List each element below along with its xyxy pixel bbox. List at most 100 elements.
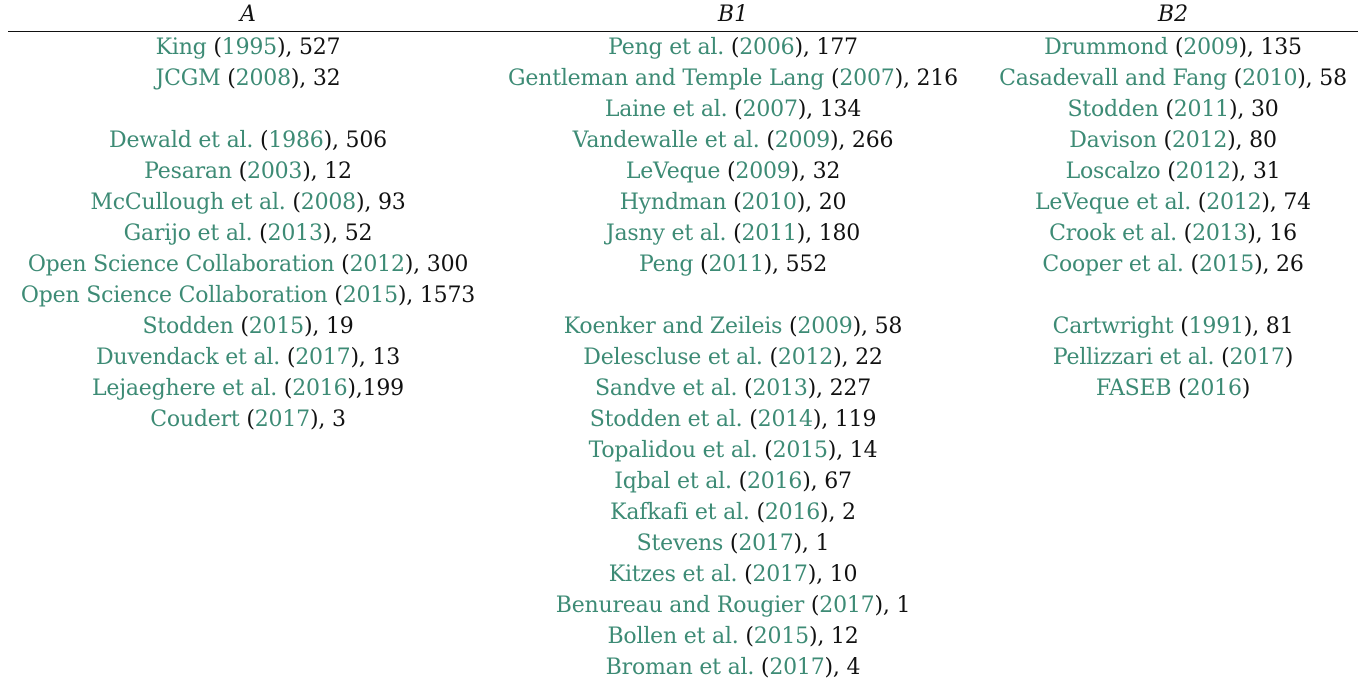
citation-author-link[interactable]: Cooper et al. (1042, 252, 1184, 277)
citation-author-link[interactable]: Dewald et al. (109, 128, 254, 153)
citation-author-link[interactable]: LeVeque (625, 159, 721, 184)
citation-year-link[interactable]: 2012 (777, 345, 834, 370)
citation-separator: , (358, 345, 373, 370)
citation-year-link[interactable]: 2011 (708, 252, 764, 277)
citation-year-link[interactable]: 2013 (1192, 221, 1248, 246)
citation-author-link[interactable]: JCGM (155, 66, 221, 91)
citation-author-link[interactable]: Loscalzo (1065, 159, 1161, 184)
citation-year-link[interactable]: 2015 (1198, 252, 1255, 277)
citation-year-link[interactable]: 2010 (741, 190, 797, 215)
citation-author-link[interactable]: Davison (1069, 128, 1157, 153)
citation-year-link[interactable]: 2013 (267, 221, 323, 246)
citation-year-link[interactable]: 2010 (1242, 66, 1298, 91)
citation-author-link[interactable]: Crook et al. (1049, 221, 1177, 246)
citation-year-link[interactable]: 2017 (254, 407, 310, 432)
citation-author-link[interactable]: Topalidou et al. (588, 438, 758, 463)
citation-count: 3 (331, 407, 346, 432)
citation-count: 20 (818, 190, 847, 215)
citation-author-link[interactable]: King (155, 35, 207, 60)
citation-author-link[interactable]: McCullough et al. (90, 190, 286, 215)
citation-author-link[interactable]: Sandve et al. (594, 376, 738, 401)
citation-separator: , (802, 35, 817, 60)
citation-author-link[interactable]: Pesaran (144, 159, 232, 184)
citation-author-link[interactable]: Gentleman and Temple Lang (508, 66, 825, 91)
citation-year-link[interactable]: 2007 (839, 66, 895, 91)
citation-author-link[interactable]: Stodden (142, 314, 234, 339)
citation-year-link[interactable]: 2009 (797, 314, 853, 339)
citation-year-link[interactable]: 1986 (268, 128, 324, 153)
citation-author-link[interactable]: Coudert (150, 407, 240, 432)
citation-author-link[interactable]: Lejaeghere et al. (92, 376, 277, 401)
citation-year-link[interactable]: 2012 (349, 252, 405, 277)
citation-year-link[interactable]: 2011 (741, 221, 797, 246)
citation-year-link[interactable]: 2016 (764, 500, 821, 525)
citation-author-link[interactable]: Stodden (1067, 97, 1159, 122)
citation-year-link[interactable]: 2016 (747, 469, 803, 494)
citation-year-link[interactable]: 2016 (1186, 376, 1242, 401)
citation-author-link[interactable]: Peng (638, 252, 694, 277)
citation-author-link[interactable]: Pellizzari et al. (1052, 345, 1215, 370)
citation-author-link[interactable]: Stodden et al. (589, 407, 743, 432)
citation-row: LeVeque et al. (2012), 74 (1035, 190, 1311, 215)
citation-year-link[interactable]: 2015 (248, 314, 304, 339)
citation-author-link[interactable]: Cartwright (1052, 314, 1174, 339)
citation-author-link[interactable]: Jasny et al. (605, 221, 727, 246)
citation-author-link[interactable]: Kitzes et al. (608, 562, 738, 587)
citation-year-link[interactable]: 1991 (1188, 314, 1244, 339)
citation-year-link[interactable]: 2013 (752, 376, 808, 401)
citation-count: 26 (1276, 252, 1304, 277)
citation-row: Open Science Collaboration (2012), 300 (27, 252, 469, 277)
citation-year-link[interactable]: 2015 (753, 624, 809, 649)
header-B2: B2 (1157, 2, 1189, 27)
citation-author-link[interactable]: Casadevall and Fang (999, 66, 1227, 91)
citation-year-link[interactable]: 2015 (342, 283, 398, 308)
citation-year-link[interactable]: 2014 (757, 407, 813, 432)
citation-author-link[interactable]: Bollen et al. (607, 624, 739, 649)
citation-author-link[interactable]: Duvendack et al. (95, 345, 281, 370)
citation-author-link[interactable]: Peng et al. (608, 35, 725, 60)
citation-year-link[interactable]: 2006 (739, 35, 795, 60)
blank-row (498, 280, 968, 311)
citation-year-link[interactable]: 2017 (1229, 345, 1285, 370)
citation-year-link[interactable]: 2012 (1206, 190, 1262, 215)
citation-year-link[interactable]: 2017 (295, 345, 351, 370)
citation-year-link[interactable]: 2009 (774, 128, 830, 153)
citation-year-link[interactable]: 2012 (1171, 128, 1228, 153)
citation-author-link[interactable]: Open Science Collaboration (27, 252, 335, 277)
citation-row: Kafkafi et al. (2016), 2 (610, 500, 856, 525)
citation-year-link[interactable]: 2017 (769, 655, 825, 680)
citation-year-link[interactable]: 2009 (1183, 35, 1239, 60)
citation-author-link[interactable]: Hyndman (619, 190, 727, 215)
citation-row: Broman et al. (2017), 4 (605, 655, 861, 680)
citation-author-link[interactable]: LeVeque et al. (1035, 190, 1191, 215)
citation-author-link[interactable]: Koenker and Zeileis (563, 314, 783, 339)
citation-year-link[interactable]: 1995 (221, 35, 277, 60)
citation-author-link[interactable]: Delescluse et al. (583, 345, 763, 370)
citation-year-link[interactable]: 2012 (1175, 159, 1231, 184)
citation-year-link[interactable]: 2017 (819, 593, 875, 618)
citation-author-link[interactable]: Kafkafi et al. (610, 500, 750, 525)
citation-author-link[interactable]: Laine et al. (604, 97, 728, 122)
citation-year-link[interactable]: 2008 (300, 190, 356, 215)
citation-year-link[interactable]: 2003 (247, 159, 303, 184)
citation-author-link[interactable]: Vandewalle et al. (572, 128, 760, 153)
citation-year-link[interactable]: 2016 (292, 376, 348, 401)
citation-year-link[interactable]: 2009 (735, 159, 791, 184)
citation-author-link[interactable]: Garijo et al. (123, 221, 253, 246)
citation-author-link[interactable]: Benureau and Rougier (555, 593, 805, 618)
citation-row: Cartwright (1991), 81 (1052, 314, 1294, 339)
citation-author-link[interactable]: Broman et al. (605, 655, 755, 680)
citation-year-link[interactable]: 2017 (738, 531, 794, 556)
citation-author-link[interactable]: Stevens (636, 531, 724, 556)
citation-year-link[interactable]: 2017 (752, 562, 808, 587)
citation-count: 135 (1260, 35, 1302, 60)
citation-author-link[interactable]: FASEB (1095, 376, 1172, 401)
citation-year-link[interactable]: 2008 (235, 66, 291, 91)
citation-year-link[interactable]: 2011 (1173, 97, 1229, 122)
citation-author-link[interactable]: Open Science Collaboration (20, 283, 328, 308)
citation-count: 216 (916, 66, 959, 91)
citation-author-link[interactable]: Drummond (1044, 35, 1169, 60)
citation-author-link[interactable]: Iqbal et al. (614, 469, 732, 494)
citation-year-link[interactable]: 2007 (742, 97, 798, 122)
citation-year-link[interactable]: 2015 (772, 438, 828, 463)
